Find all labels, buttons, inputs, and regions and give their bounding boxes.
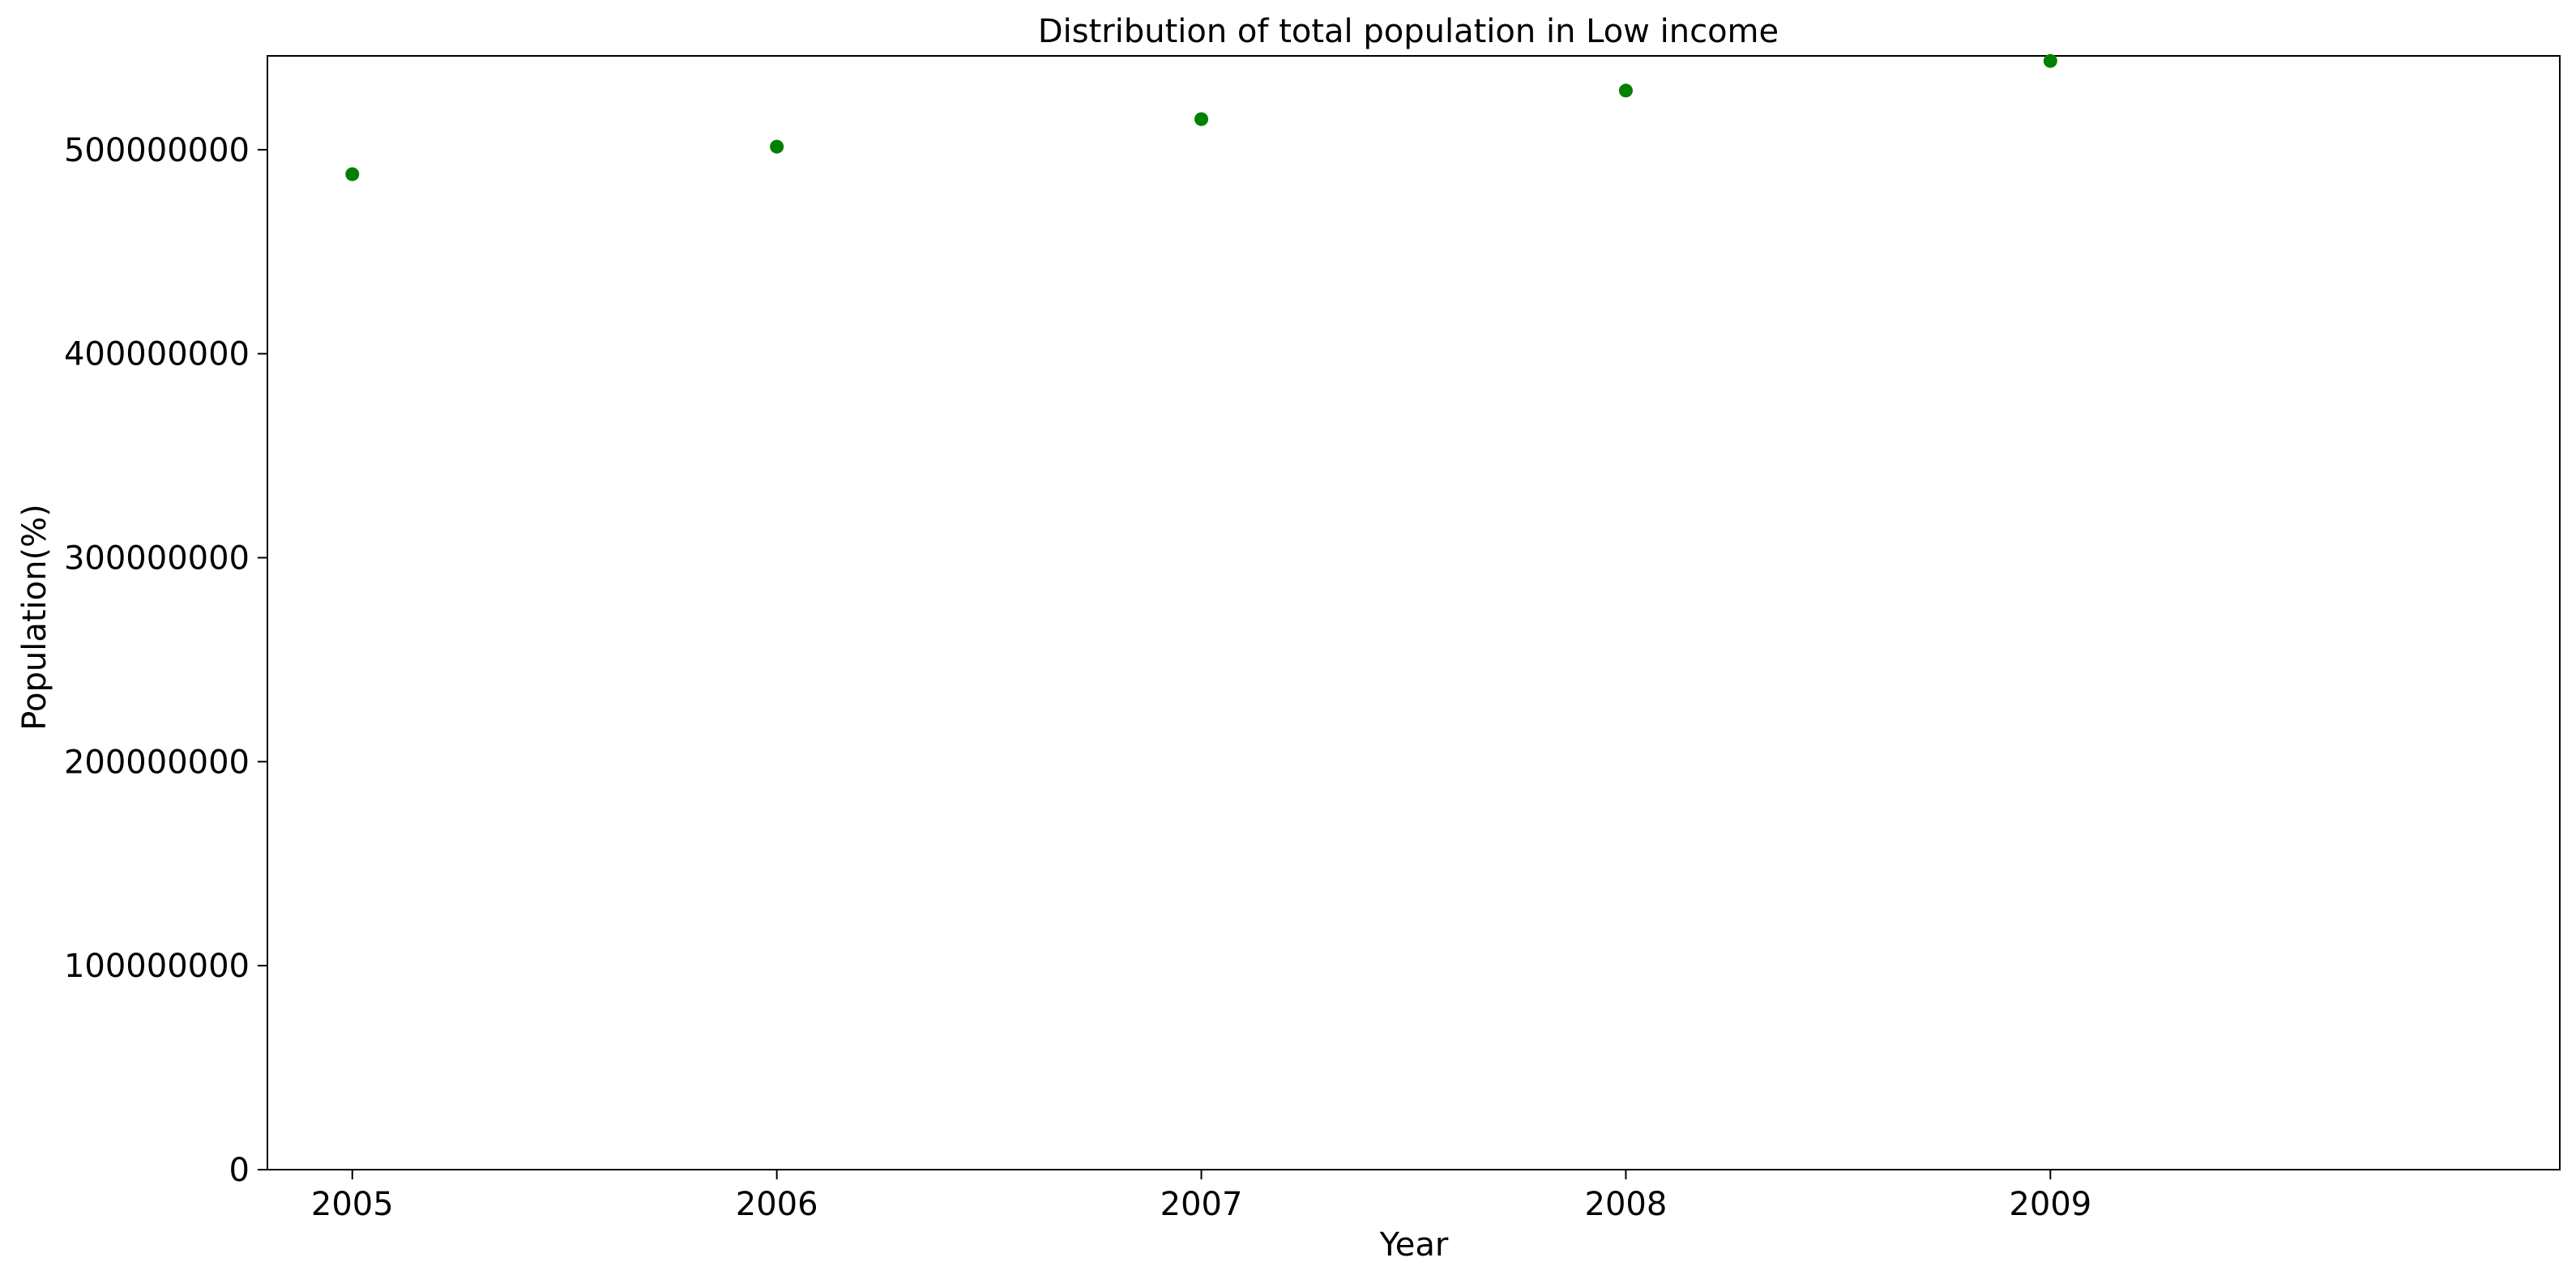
y-tick-label: 200000000 xyxy=(64,744,250,781)
x-tick-label: 2008 xyxy=(1585,1186,1668,1223)
y-axis-ticks: 0 100000000 200000000 300000000 400000000 500… xyxy=(64,132,267,1189)
data-point xyxy=(345,167,360,181)
data-point xyxy=(2043,53,2057,68)
data-points xyxy=(345,53,2057,181)
data-point xyxy=(770,139,784,154)
y-tick-label: 100000000 xyxy=(64,948,250,985)
x-tick-label: 2007 xyxy=(1160,1186,1243,1223)
y-tick-label: 300000000 xyxy=(64,540,250,578)
x-axis-label: Year xyxy=(1379,1226,1449,1264)
x-tick-label: 2005 xyxy=(311,1186,394,1223)
plot-area-frame xyxy=(267,55,2561,1170)
y-tick-label: 0 xyxy=(229,1152,250,1189)
y-tick-label: 500000000 xyxy=(64,132,250,169)
data-point xyxy=(1194,112,1209,126)
y-tick-label: 400000000 xyxy=(64,336,250,373)
chart-title: Distribution of total population in Low … xyxy=(1038,13,1779,50)
data-point xyxy=(1618,83,1633,98)
y-axis-label: Population(%) xyxy=(16,504,53,730)
x-axis-ticks: 2005 2006 2007 2008 2009 xyxy=(311,1170,2091,1223)
x-tick-label: 2006 xyxy=(736,1186,818,1223)
x-tick-label: 2009 xyxy=(2009,1186,2091,1223)
